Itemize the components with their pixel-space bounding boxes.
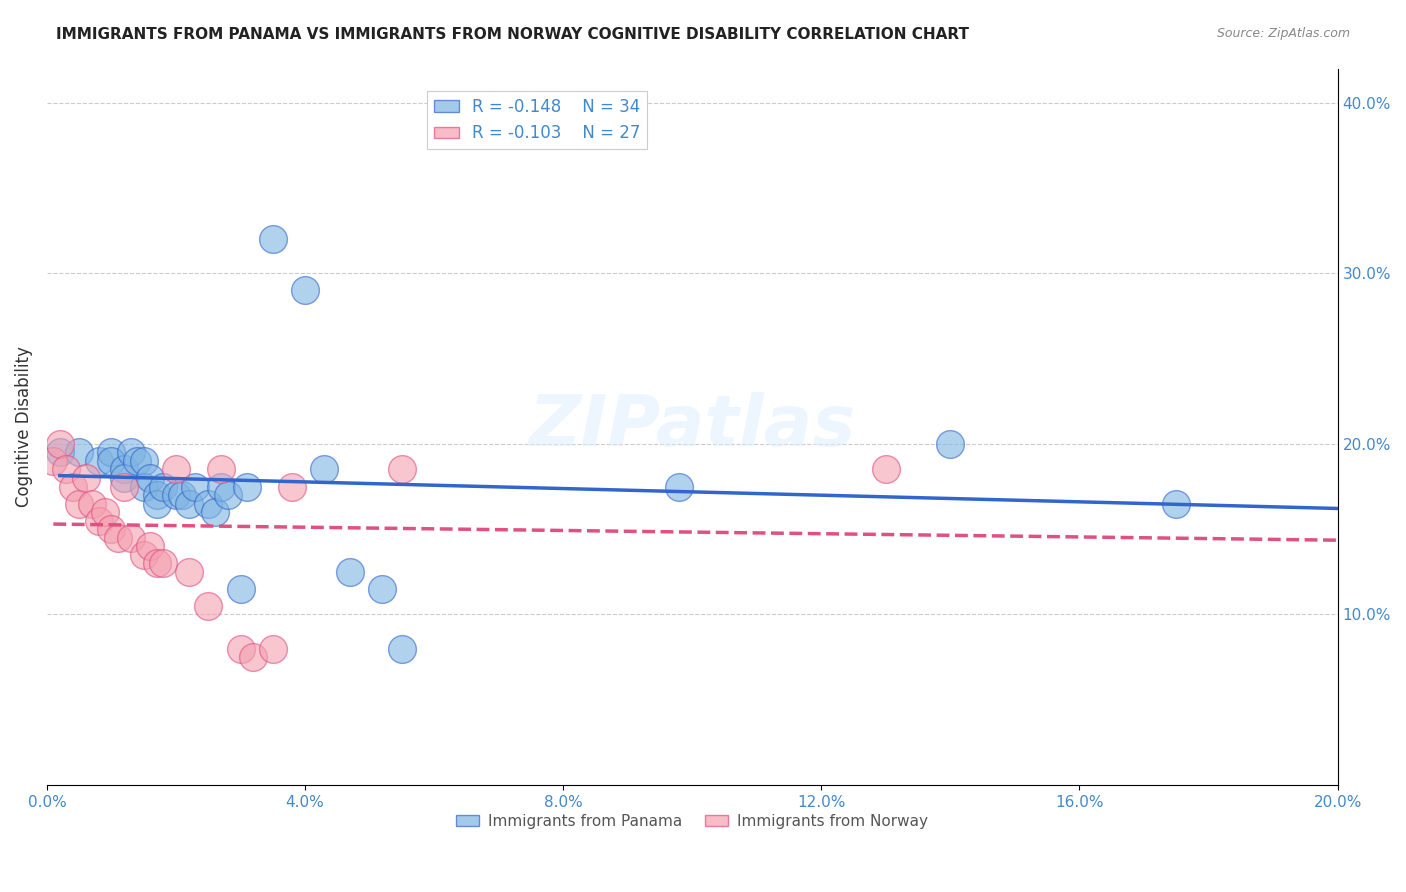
Point (165, 462, 187, 476)
Point (217, 488, 239, 502)
Point (49, 445, 72, 459)
Point (209, 479, 232, 493)
Point (132, 454, 155, 468)
Point (49, 437, 72, 451)
Point (132, 479, 155, 493)
Point (87, 454, 110, 468)
Point (75, 471, 97, 485)
Y-axis label: Cognitive Disability: Cognitive Disability (15, 346, 32, 508)
Point (139, 539, 162, 553)
Point (145, 488, 167, 502)
Point (262, 232, 284, 246)
Point (127, 454, 149, 468)
Point (294, 283, 316, 297)
Point (197, 497, 219, 511)
Point (668, 479, 690, 493)
Point (112, 479, 135, 493)
Point (875, 462, 897, 476)
Legend: Immigrants from Panama, Immigrants from Norway: Immigrants from Panama, Immigrants from … (450, 807, 935, 835)
Point (120, 531, 142, 545)
Point (112, 471, 135, 485)
Point (67, 497, 90, 511)
Point (229, 641, 252, 656)
Point (262, 641, 284, 656)
Point (197, 599, 219, 613)
Point (145, 497, 167, 511)
Point (339, 565, 361, 579)
Text: Source: ZipAtlas.com: Source: ZipAtlas.com (1216, 27, 1350, 40)
Point (100, 454, 122, 468)
Point (100, 445, 122, 459)
Point (139, 471, 162, 485)
Text: IMMIGRANTS FROM PANAMA VS IMMIGRANTS FROM NORWAY COGNITIVE DISABILITY CORRELATIO: IMMIGRANTS FROM PANAMA VS IMMIGRANTS FRO… (56, 27, 969, 42)
Point (42, 454, 65, 468)
Point (55, 462, 77, 476)
Point (120, 445, 142, 459)
Point (391, 462, 413, 476)
Point (204, 505, 226, 519)
Point (107, 531, 129, 545)
Point (209, 462, 232, 476)
Point (281, 479, 304, 493)
Point (242, 650, 264, 665)
Point (229, 582, 252, 596)
Point (939, 437, 962, 451)
Point (371, 582, 394, 596)
Point (314, 462, 336, 476)
Point (152, 556, 174, 570)
Point (1166, 497, 1188, 511)
Point (184, 479, 207, 493)
Point (152, 479, 174, 493)
Point (165, 488, 187, 502)
Point (62, 479, 84, 493)
Point (100, 522, 122, 536)
Point (94, 505, 117, 519)
Point (87, 514, 110, 528)
Point (177, 565, 200, 579)
Point (80, 497, 103, 511)
Point (145, 556, 167, 570)
Point (132, 548, 155, 562)
Point (112, 462, 135, 476)
Point (172, 488, 194, 502)
Point (391, 641, 413, 656)
Point (67, 445, 90, 459)
Point (177, 497, 200, 511)
Text: ZIPatlas: ZIPatlas (529, 392, 856, 461)
Point (236, 479, 259, 493)
